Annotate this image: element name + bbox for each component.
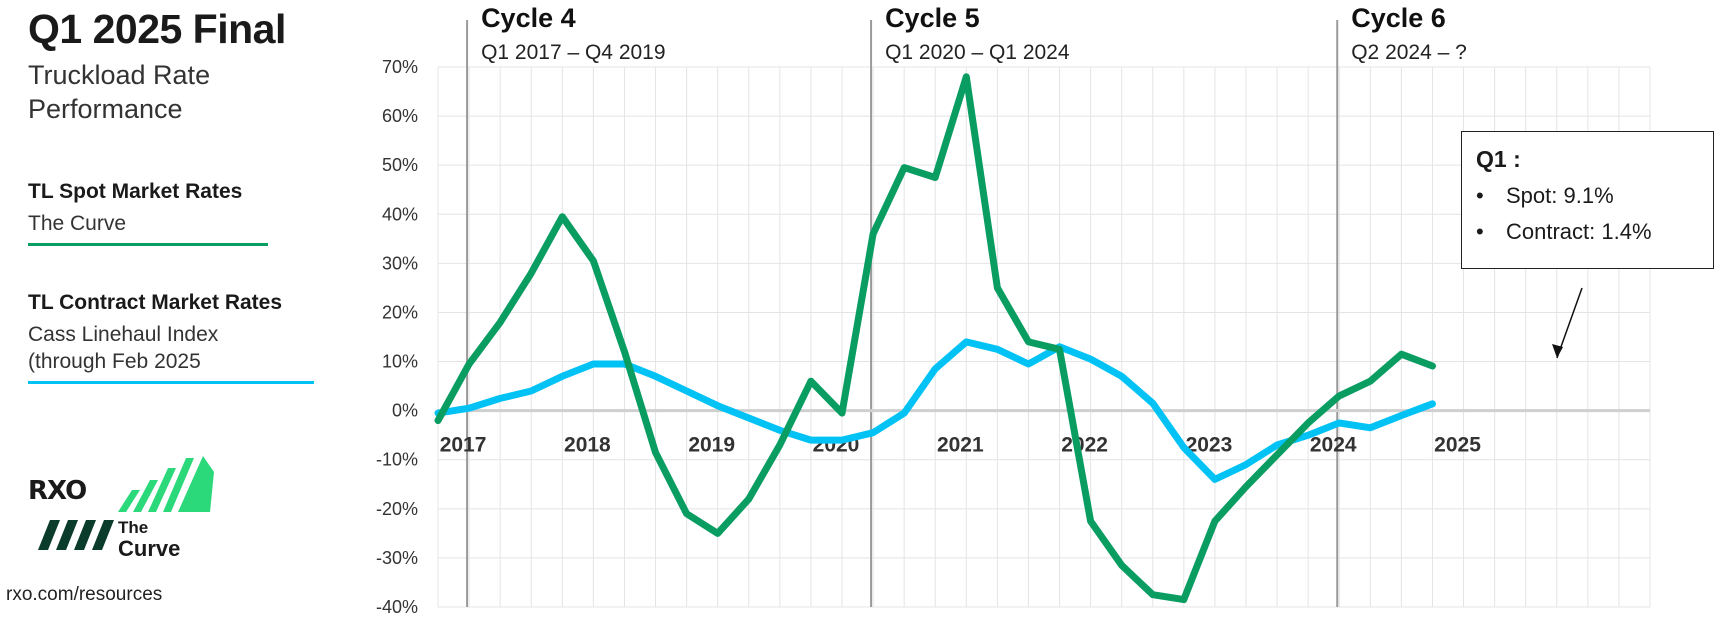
subtitle-line-1: Truckload Rate [28, 60, 211, 90]
subtitle-line-2: Performance [28, 94, 183, 124]
y-tick-label: 10% [382, 352, 418, 372]
cycle-range: Q1 2020 – Q1 2024 [885, 41, 1070, 64]
rxo-logo: RXO The Curve [28, 452, 218, 562]
sidebar: Q1 2025 Final Truckload Rate Performance… [28, 0, 348, 623]
cycle-dividers [466, 20, 1339, 607]
legend-contract-swatch [28, 381, 314, 384]
cycle-title: Cycle 5 [885, 3, 980, 33]
logo-curve: Curve [118, 536, 181, 561]
x-tick-label: 2025 [1434, 434, 1481, 457]
cycle-range: Q1 2017 – Q4 2019 [481, 41, 665, 64]
legend-spot-swatch [28, 243, 268, 246]
callout-spot-text: Spot: 9.1% [1506, 183, 1614, 208]
bullet-icon: • [1476, 219, 1484, 244]
page-title: Q1 2025 Final [28, 6, 286, 52]
y-tick-label: 30% [382, 253, 418, 273]
y-tick-label: 20% [382, 302, 418, 322]
chart-series [434, 73, 1436, 604]
callout-item-contract: • Contract: 1.4% [1476, 219, 1713, 245]
cycle-title: Cycle 4 [481, 3, 576, 33]
x-tick-label: 2023 [1186, 434, 1233, 457]
logo-stripes-icon [38, 456, 214, 550]
y-tick-label: -40% [376, 597, 418, 617]
cycle-range: Q2 2024 – ? [1351, 41, 1467, 64]
legend-contract-line-1: Cass Linehaul Index [28, 323, 219, 346]
callout-title: Q1 : [1476, 146, 1521, 172]
x-axis-year-labels: 2017 2018 2019 2020 2021 2022 2023 2024 2025 [440, 434, 1481, 457]
callout-arrow [1552, 287, 1583, 359]
legend-contract-heading: TL Contract Market Rates [28, 291, 283, 314]
cycle-labels: Cycle 4 Q1 2017 – Q4 2019 Cycle 5 Q1 2020 –… [481, 3, 1467, 64]
y-axis-ticks: 70% 60% 50% 40% 30% 20% 10% 0% -10% -20% -30% -40% [376, 57, 418, 617]
x-tick-label: 2019 [688, 434, 735, 457]
legend-spot: TL Spot Market Rates The Curve [28, 180, 268, 246]
legend-spot-label: The Curve [28, 212, 127, 235]
contract-rate-line [434, 338, 1436, 483]
x-tick-label: 2017 [440, 434, 487, 457]
x-tick-label: 2021 [937, 434, 984, 457]
x-tick-label: 2018 [564, 434, 611, 457]
x-tick-label: 2022 [1061, 434, 1108, 457]
y-tick-label: 70% [382, 57, 418, 77]
logo-the: The [118, 518, 149, 537]
q1-callout-box: Q1 : • Spot: 9.1% • Contract: 1.4% [1461, 131, 1714, 269]
arrow-shaft [1556, 287, 1583, 359]
cycle-title: Cycle 6 [1351, 3, 1446, 33]
y-tick-label: 0% [392, 401, 418, 421]
legend-contract-line-2: (through Feb 2025 [28, 350, 201, 373]
logo-brand: RXO [28, 476, 87, 506]
legend-contract-label: Cass Linehaul Index (through Feb 2025 [28, 321, 314, 375]
spot-rate-line [434, 73, 1436, 604]
y-tick-label: 60% [382, 106, 418, 126]
x-tick-label: 2024 [1310, 434, 1357, 457]
callout-contract-text: Contract: 1.4% [1506, 219, 1652, 244]
page-subtitle: Truckload Rate Performance [28, 58, 210, 126]
y-tick-label: -10% [376, 450, 418, 470]
y-tick-label: 50% [382, 155, 418, 175]
callout-item-spot: • Spot: 9.1% [1476, 183, 1713, 209]
y-tick-label: -20% [376, 499, 418, 519]
y-tick-label: -30% [376, 548, 418, 568]
arrow-head-icon [1552, 344, 1563, 358]
resources-link[interactable]: rxo.com/resources [6, 584, 163, 605]
legend-contract: TL Contract Market Rates Cass Linehaul I… [28, 291, 314, 384]
y-tick-label: 40% [382, 204, 418, 224]
bullet-icon: • [1476, 183, 1484, 208]
legend-spot-heading: TL Spot Market Rates [28, 180, 243, 203]
